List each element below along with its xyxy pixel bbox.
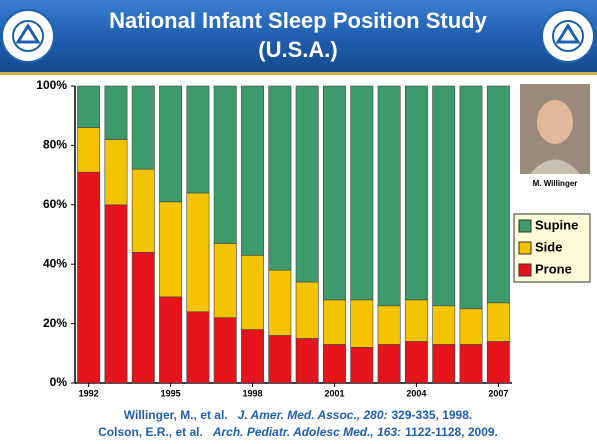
bar-segment xyxy=(432,344,456,384)
bar-segment xyxy=(131,252,155,384)
bar-segment xyxy=(404,85,428,301)
bar-segment xyxy=(77,127,101,173)
bar-segment xyxy=(213,85,237,244)
bar-segment xyxy=(77,171,101,384)
bar-segment xyxy=(104,204,128,384)
bar-segment xyxy=(186,85,210,194)
header xyxy=(0,0,597,72)
bar-segment xyxy=(159,201,183,298)
bar-segment xyxy=(404,299,428,342)
bar-segment xyxy=(241,85,264,256)
y-tick-label: 20% xyxy=(43,316,67,330)
citation-authors: Colson, E.R., et al. xyxy=(98,425,203,439)
bar-segment xyxy=(295,85,319,283)
x-tick-label: 1995 xyxy=(161,388,181,398)
bar-segment xyxy=(268,269,292,336)
bar-segment xyxy=(432,85,456,307)
y-tick-label: 60% xyxy=(43,197,67,211)
bar-segment xyxy=(350,299,374,348)
bar-segment xyxy=(377,85,401,307)
bar-segment xyxy=(241,329,264,384)
citation-journal: Arch. Pediatr. Adolesc Med., 163: xyxy=(212,425,401,439)
bar-segment xyxy=(459,308,483,345)
photo-caption: M. Willinger xyxy=(533,179,578,188)
citation-authors: Willinger, M., et al. xyxy=(124,408,228,422)
bar-segment xyxy=(486,85,510,304)
x-tick-label: 1998 xyxy=(243,388,263,398)
legend-swatch xyxy=(518,241,532,255)
citation: Colson, E.R., et al. Arch. Pediatr. Adole… xyxy=(98,425,498,439)
citation-pages: 329-335, 1998. xyxy=(392,408,473,422)
y-tick-label: 0% xyxy=(50,375,68,389)
bar-segment xyxy=(241,254,264,330)
bar-segment xyxy=(213,317,237,384)
logo-right xyxy=(541,9,595,63)
bar-segment xyxy=(186,311,210,384)
bar-segment xyxy=(104,139,128,206)
bar-segment xyxy=(432,305,456,345)
legend-label: Supine xyxy=(535,217,578,232)
bar-segment xyxy=(377,344,401,384)
y-tick-label: 80% xyxy=(43,138,67,152)
citation-journal: J. Amer. Med. Assoc., 280: xyxy=(238,408,388,422)
bar-segment xyxy=(295,338,319,384)
x-tick-label: 2001 xyxy=(324,388,344,398)
photo xyxy=(520,84,590,174)
bar-segment xyxy=(186,192,210,313)
bar-segment xyxy=(323,344,346,384)
bar-segment xyxy=(486,341,510,384)
bar-segment xyxy=(350,347,374,384)
chart-subtitle: (U.S.A.) xyxy=(258,37,337,62)
bar-segment xyxy=(404,341,428,384)
bar-segment xyxy=(323,85,346,301)
y-tick-label: 100% xyxy=(36,78,67,92)
chart-title: National Infant Sleep Position Study xyxy=(109,8,487,33)
bar-segment xyxy=(268,85,292,271)
bar-segment xyxy=(295,281,319,339)
citation-pages: 1122-1128, 2009. xyxy=(405,425,498,439)
bar-segment xyxy=(131,85,155,170)
bar-segment xyxy=(459,85,483,310)
bar-segment xyxy=(323,299,346,345)
x-tick-label: 2007 xyxy=(488,388,508,398)
bar-segment xyxy=(104,85,128,140)
legend-label: Prone xyxy=(535,261,572,276)
bar-segment xyxy=(131,168,155,253)
bar-segment xyxy=(377,305,401,345)
bar-segment xyxy=(159,85,183,203)
y-tick-label: 40% xyxy=(43,256,67,270)
logo-left xyxy=(1,9,55,63)
x-tick-label: 1992 xyxy=(79,388,99,398)
legend-swatch xyxy=(518,263,532,277)
bar-segment xyxy=(350,85,374,301)
bar-segment xyxy=(486,302,510,342)
legend-label: Side xyxy=(535,239,562,254)
bar-segment xyxy=(77,85,101,128)
x-tick-label: 2004 xyxy=(406,388,426,398)
legend-swatch xyxy=(518,219,532,233)
bar-segment xyxy=(459,344,483,384)
bar-segment xyxy=(159,296,183,384)
bar-segment xyxy=(213,243,237,318)
header-rule xyxy=(0,72,597,75)
bar-segment xyxy=(268,335,292,384)
citation: Willinger, M., et al. J. Amer. Med. Assoc… xyxy=(124,408,473,422)
